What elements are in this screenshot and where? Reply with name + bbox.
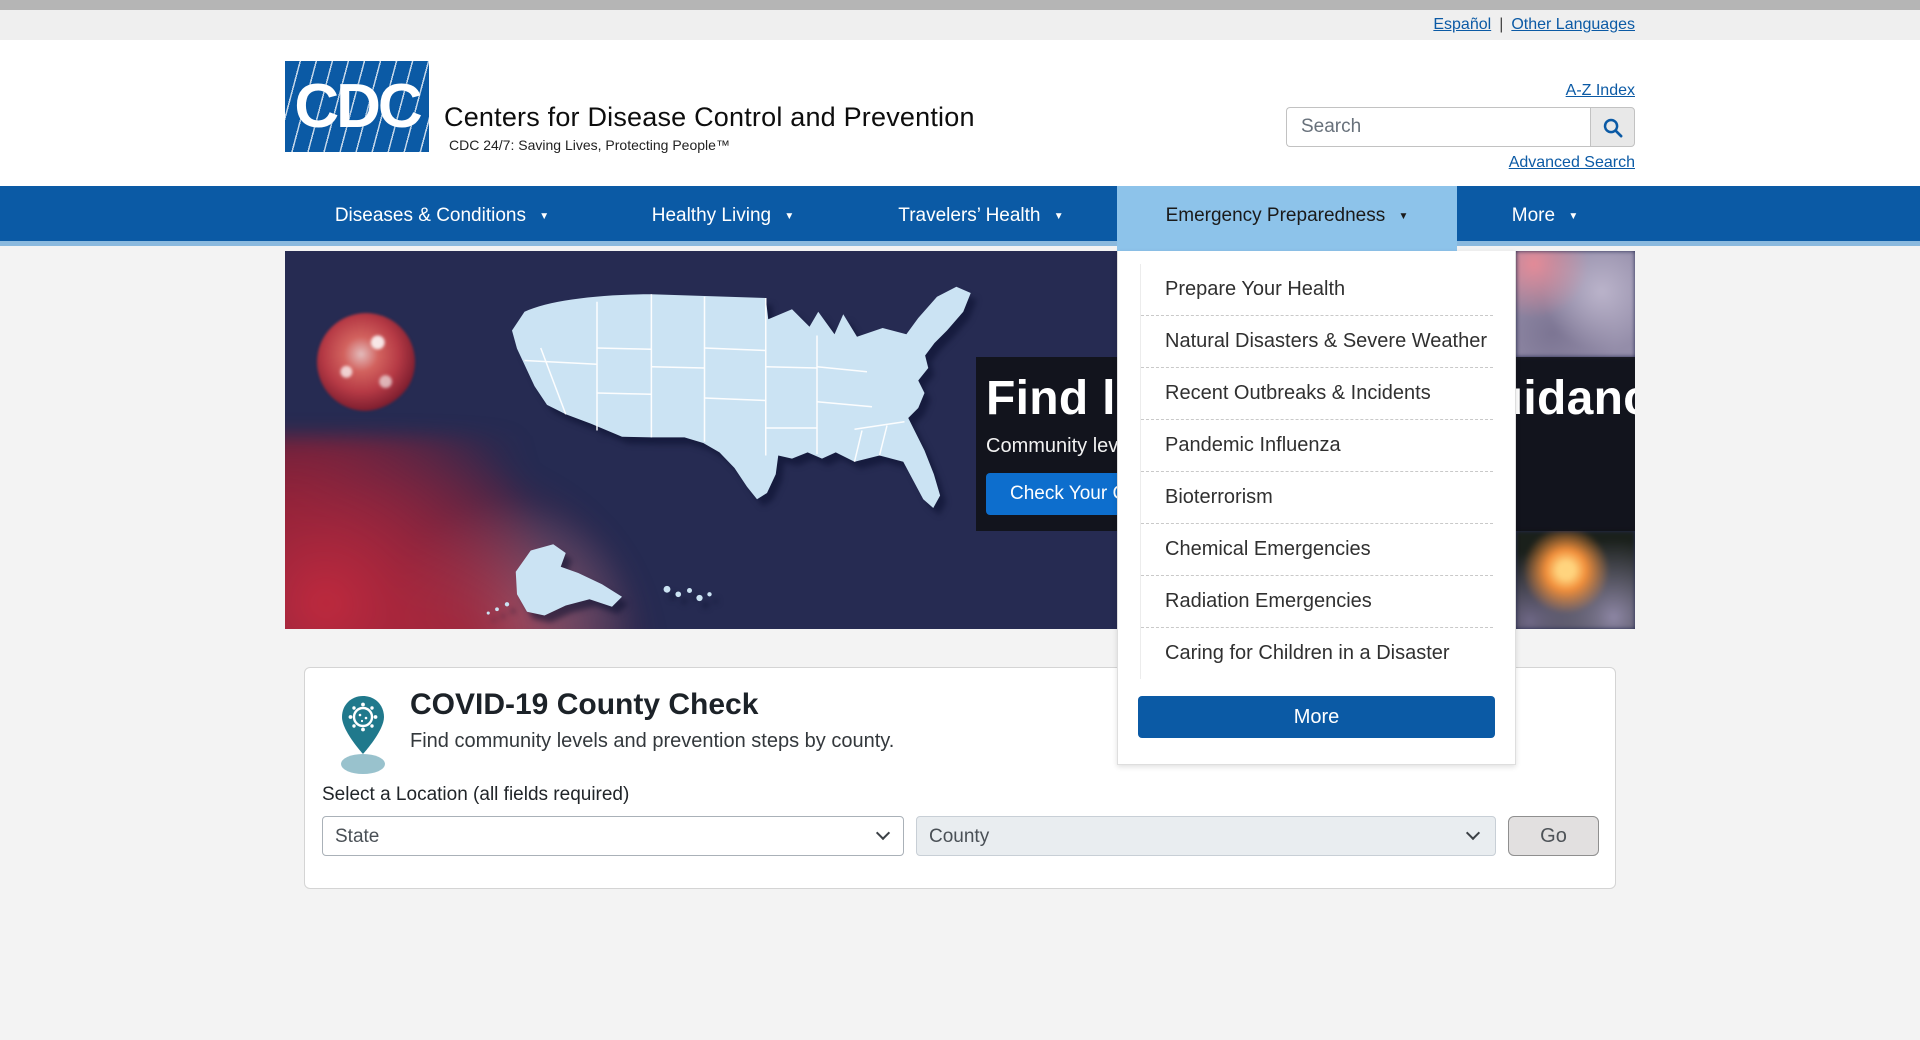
nav-item-more[interactable]: More ▼: [1512, 186, 1578, 246]
nav-label: Emergency Preparedness: [1165, 205, 1386, 226]
menu-item-natural-disasters[interactable]: Natural Disasters & Severe Weather: [1141, 315, 1493, 367]
nav-item-diseases-conditions[interactable]: Diseases & Conditions ▼: [335, 186, 549, 246]
emergency-preparedness-dropdown: Prepare Your Health Natural Disasters & …: [1117, 251, 1516, 765]
site-tagline: CDC 24/7: Saving Lives, Protecting Peopl…: [449, 137, 730, 153]
link-separator: |: [1499, 16, 1504, 33]
nav-label: Travelers’ Health: [898, 205, 1041, 226]
virus-texture-top-right: [1516, 251, 1635, 357]
logo-stripes: [285, 61, 429, 152]
nav-label: Healthy Living: [651, 205, 772, 226]
search-input[interactable]: [1286, 107, 1590, 147]
county-select[interactable]: County: [916, 816, 1496, 856]
site-title: Centers for Disease Control and Preventi…: [444, 102, 975, 132]
nav-label: More: [1511, 205, 1556, 226]
nav-item-emergency-preparedness[interactable]: Emergency Preparedness ▼: [1117, 186, 1457, 251]
chevron-down-icon: ▼: [1053, 211, 1064, 222]
site-header: CDC Centers for Disease Control and Prev…: [0, 40, 1920, 186]
search-icon: [1603, 118, 1623, 137]
menu-item-chemical-emergencies[interactable]: Chemical Emergencies: [1141, 523, 1493, 575]
other-languages-link[interactable]: Other Languages: [1511, 16, 1635, 33]
chevron-down-icon: ▼: [1398, 211, 1409, 222]
menu-item-recent-outbreaks[interactable]: Recent Outbreaks & Incidents: [1141, 367, 1493, 419]
main-nav: Diseases & Conditions ▼ Healthy Living ▼…: [0, 186, 1920, 251]
menu-item-radiation-emergencies[interactable]: Radiation Emergencies: [1141, 575, 1493, 627]
chevron-down-icon: ▼: [784, 211, 795, 222]
location-form-label: Select a Location (all fields required): [322, 784, 630, 805]
go-button[interactable]: Go: [1508, 816, 1599, 856]
top-strip: [0, 0, 1920, 10]
menu-item-prepare-your-health[interactable]: Prepare Your Health: [1165, 278, 1346, 300]
menu-item-pandemic-influenza[interactable]: Pandemic Influenza: [1141, 419, 1493, 471]
card-title: COVID-19 County Check: [410, 688, 759, 721]
advanced-search-link[interactable]: Advanced Search: [1508, 154, 1635, 171]
us-map-image: [467, 273, 1067, 623]
az-index-link[interactable]: A-Z Index: [1565, 82, 1635, 99]
language-bar: Español | Other Languages: [0, 10, 1920, 40]
menu-item-bioterrorism[interactable]: Bioterrorism: [1141, 471, 1493, 523]
chevron-down-icon: ▼: [1568, 211, 1579, 222]
nav-label: Diseases & Conditions: [334, 205, 526, 226]
cdc-logo[interactable]: CDC: [285, 61, 429, 152]
search-area: [1286, 107, 1635, 147]
location-pin-virus-icon: [338, 694, 388, 774]
espanol-link[interactable]: Español: [1433, 16, 1492, 33]
nav-item-healthy-living[interactable]: Healthy Living ▼: [652, 186, 795, 246]
search-button[interactable]: [1590, 107, 1635, 147]
dropdown-more-button[interactable]: More: [1138, 696, 1495, 738]
nav-item-travelers-health[interactable]: Travelers’ Health ▼: [898, 186, 1063, 246]
coronavirus-particle-image: [317, 313, 415, 411]
menu-item-caring-for-children[interactable]: Caring for Children in a Disaster: [1141, 627, 1493, 679]
state-select[interactable]: State: [322, 816, 904, 856]
virus-texture-image: [285, 436, 710, 629]
chevron-down-icon: ▼: [539, 211, 550, 222]
dropdown-menu-list: Prepare Your Health Natural Disasters & …: [1140, 264, 1493, 679]
fire-texture-bottom-right: [1516, 531, 1635, 629]
hero-subtext: Community levels: [986, 435, 1144, 457]
logo-acronym: CDC: [294, 72, 422, 141]
card-description: Find community levels and prevention ste…: [410, 730, 895, 752]
